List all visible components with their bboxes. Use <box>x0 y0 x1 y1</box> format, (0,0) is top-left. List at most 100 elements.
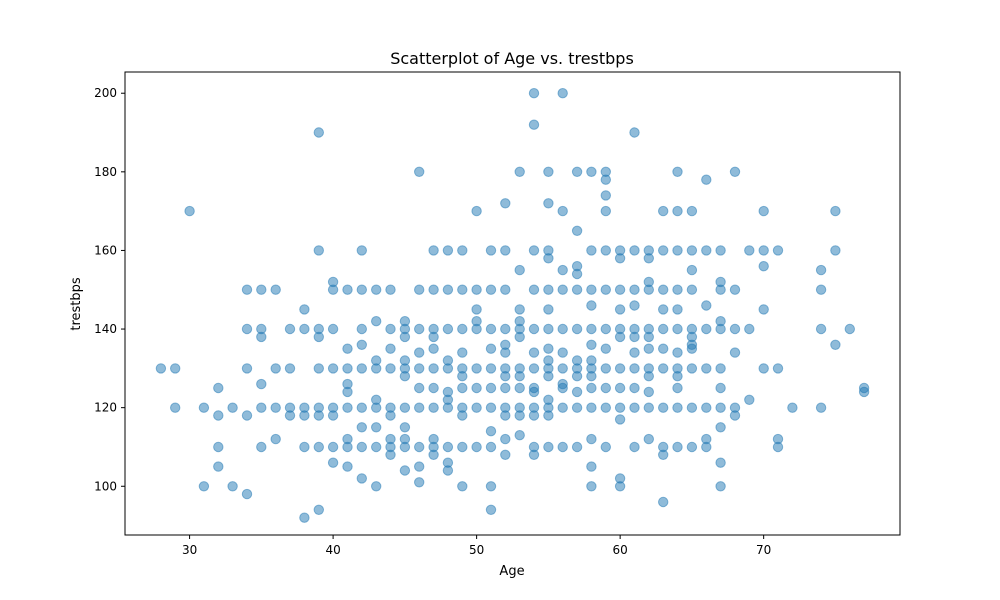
data-point <box>270 284 281 295</box>
data-point <box>414 363 425 374</box>
data-point <box>528 323 540 335</box>
data-point <box>557 382 568 394</box>
data-point <box>371 481 382 492</box>
data-point <box>586 461 597 472</box>
data-point <box>543 343 554 354</box>
data-point <box>442 284 454 295</box>
data-point <box>586 245 597 256</box>
data-point <box>313 127 324 138</box>
data-point <box>672 245 683 256</box>
x-tick-label: 70 <box>756 543 771 557</box>
data-point <box>844 323 855 335</box>
data-point <box>299 410 310 421</box>
data-point <box>414 284 425 295</box>
data-point <box>586 382 597 394</box>
data-point <box>830 339 841 350</box>
data-point <box>514 410 525 421</box>
data-point <box>356 363 367 374</box>
data-point <box>414 402 425 413</box>
data-point <box>729 410 741 421</box>
data-point <box>658 449 669 460</box>
data-point <box>414 166 425 178</box>
data-point <box>614 414 626 425</box>
y-axis-label: trestbps <box>69 277 84 331</box>
data-point <box>371 284 382 295</box>
data-point <box>658 363 669 374</box>
x-tick-label: 50 <box>469 543 484 557</box>
x-tick-label: 40 <box>325 543 340 557</box>
data-point <box>543 253 554 264</box>
data-point <box>342 461 353 472</box>
data-point <box>557 264 568 276</box>
data-point <box>543 371 554 382</box>
data-point <box>643 331 654 343</box>
data-point <box>686 441 698 453</box>
data-point <box>543 198 554 209</box>
data-point <box>543 284 554 295</box>
data-point <box>543 166 554 178</box>
data-point <box>155 363 167 374</box>
data-point <box>327 441 339 453</box>
data-point <box>672 347 683 358</box>
data-point <box>256 331 267 343</box>
data-point <box>586 339 597 350</box>
data-point <box>787 402 798 413</box>
data-point <box>471 441 482 453</box>
data-point <box>729 323 741 335</box>
data-point <box>442 465 454 476</box>
data-point <box>701 323 712 335</box>
data-point <box>528 245 540 256</box>
data-point <box>356 441 367 453</box>
data-point <box>356 245 367 256</box>
data-point <box>471 402 482 413</box>
data-point <box>658 496 669 508</box>
data-point <box>600 190 611 201</box>
data-point <box>442 363 454 374</box>
data-point <box>629 331 640 343</box>
data-point <box>241 284 253 295</box>
data-point <box>428 449 439 460</box>
data-point <box>658 304 669 315</box>
data-point <box>772 245 784 256</box>
data-point <box>399 331 411 343</box>
data-point <box>758 245 769 256</box>
data-point <box>485 481 497 492</box>
data-point <box>686 402 698 413</box>
data-point <box>428 343 439 354</box>
data-point <box>528 386 540 398</box>
data-point <box>356 473 367 484</box>
data-point <box>672 304 683 315</box>
data-point <box>614 284 626 295</box>
data-point <box>213 461 224 472</box>
data-point <box>428 284 439 295</box>
data-point <box>586 402 597 413</box>
data-point <box>500 347 511 358</box>
data-point <box>299 441 310 453</box>
data-point <box>241 323 253 335</box>
data-point <box>543 323 554 335</box>
data-point <box>457 347 468 358</box>
data-point <box>514 430 525 441</box>
data-point <box>815 284 827 295</box>
data-point <box>643 253 654 264</box>
data-point <box>514 264 525 276</box>
data-point <box>758 363 769 374</box>
data-point <box>715 481 726 492</box>
data-point <box>256 378 267 390</box>
data-point <box>571 284 583 295</box>
data-point <box>701 363 712 374</box>
data-point <box>485 402 497 413</box>
data-point <box>385 449 396 460</box>
data-point <box>457 382 468 394</box>
data-point <box>184 205 195 217</box>
data-point <box>270 433 281 445</box>
data-point <box>213 382 224 394</box>
data-point <box>327 284 339 295</box>
data-point <box>270 402 281 413</box>
data-point <box>729 347 741 358</box>
data-point <box>744 245 755 256</box>
data-point <box>686 264 698 276</box>
data-point <box>600 343 611 354</box>
data-point <box>758 304 769 315</box>
y-tick-label: 120 <box>94 401 117 415</box>
